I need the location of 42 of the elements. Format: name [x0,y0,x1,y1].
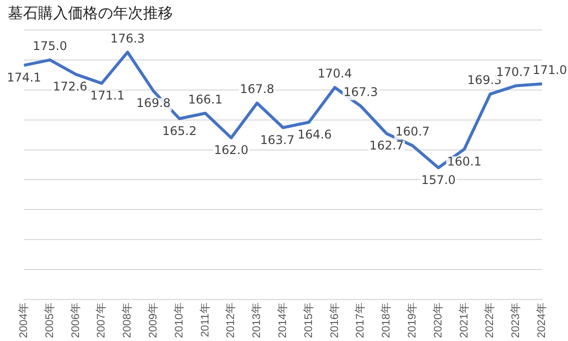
x-tick-label: 2011年 [199,302,212,338]
x-tick-label: 2024年 [536,302,548,338]
x-tick-label: 2019年 [406,302,419,338]
data-label: 169.8 [136,96,171,110]
data-label: 157.0 [421,172,456,187]
data-label: 166.1 [188,92,222,106]
data-label: 171.0 [532,63,568,78]
data-label: 160.7 [395,124,430,139]
x-tick-label: 2020年 [432,302,444,338]
data-label: 170.7 [496,64,530,79]
data-label: 162.7 [369,138,404,153]
data-label: 176.3 [110,31,145,46]
data-label: 164.6 [297,127,332,142]
x-tick-label: 2012年 [225,302,238,338]
x-tick-label: 2021年 [458,302,470,338]
data-label: 163.7 [260,132,294,147]
data-label: 172.6 [52,79,88,94]
data-label: 165.2 [162,124,197,138]
data-label: 162.0 [214,142,248,157]
x-tick-label: 2023年 [510,302,522,338]
chart-title: 墓石購入価格の年次推移 [8,4,173,23]
x-tick-label: 2010年 [173,302,186,338]
data-label: 174.1 [6,70,42,84]
data-label: 170.4 [318,66,352,81]
x-tick-label: 2022年 [484,302,496,338]
x-tick-label: 2016年 [328,302,341,338]
data-label: 171.1 [90,88,125,102]
x-tick-label: 2004年 [18,302,30,338]
x-tick-label: 2017年 [354,302,367,338]
data-label: 160.1 [447,154,482,168]
x-tick-label: 2009年 [148,302,160,338]
x-tick-label: 2007年 [96,302,108,338]
x-tick-label: 2014年 [277,302,290,338]
x-tick-label: 2008年 [122,302,134,338]
data-label: 175.0 [32,39,68,54]
x-tick-label: 2015年 [302,302,315,338]
x-tick-label: 2013年 [251,302,264,338]
data-label: 167.8 [240,82,274,96]
data-label: 167.3 [344,85,378,100]
x-tick-label: 2005年 [44,302,56,338]
x-tick-label: 2018年 [380,302,393,338]
x-tick-label: 2006年 [70,302,82,338]
